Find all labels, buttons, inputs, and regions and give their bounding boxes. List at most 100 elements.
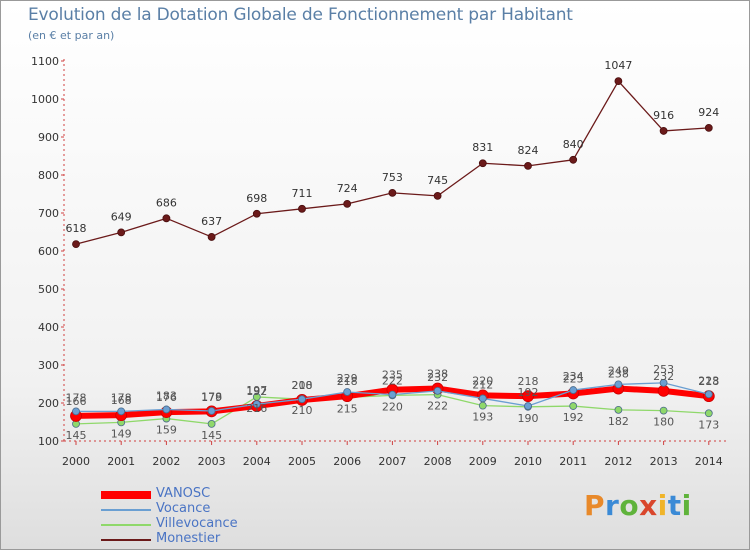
data-label-vocance: 178 [66,391,87,404]
x-tick-label: 2008 [424,455,452,468]
data-label-villevocance: 173 [698,418,719,431]
legend: VANOSC Vocance Villevocance Monestier [101,486,341,547]
data-point-vocance [117,407,126,416]
data-label-vocance: 178 [111,391,132,404]
data-point-villevocance [478,401,487,410]
data-point-monestier [72,240,80,249]
data-label-vocance: 229 [337,372,358,385]
data-label-monestier: 840 [563,138,584,151]
x-tick-label: 2010 [514,455,542,468]
legend-swatch [101,509,151,511]
y-tick-label: 400 [38,321,59,334]
data-point-vocance [252,400,261,409]
data-point-villevocance [207,419,216,428]
data-label-vanosc: 168 [111,394,132,407]
data-label-villevocance: 145 [201,429,222,442]
x-tick-label: 2014 [695,455,723,468]
data-label-villevocance: 159 [156,424,177,437]
data-label-vanosc: 225 [563,373,584,386]
x-tick-label: 2011 [559,455,587,468]
legend-swatch [101,524,151,526]
x-tick-label: 2013 [650,455,678,468]
data-label-vocance: 223 [698,374,719,387]
data-point-vocance [162,405,171,414]
data-label-villevocance: 193 [472,411,493,424]
data-label-villevocance: 149 [111,427,132,440]
chart-title: Evolution de la Dotation Globale de Fonc… [28,5,573,25]
data-label-villevocance: 182 [608,415,629,428]
x-tick-label: 2005 [288,455,316,468]
data-point-monestier [478,159,487,168]
data-label-monestier: 924 [698,106,719,119]
x-tick-label: 2002 [152,455,180,468]
logo-letter: P [584,489,606,522]
logo-letter: o [619,489,640,522]
data-label-vanosc: 238 [608,368,629,381]
data-label-villevocance: 190 [518,412,539,425]
data-point-villevocance [704,409,713,418]
chart-subtitle: (en € et par an) [28,29,115,42]
x-tick-label: 2003 [198,455,226,468]
y-tick-label: 600 [38,245,59,258]
x-tick-label: 2009 [469,455,497,468]
data-label-vanosc: 178 [201,390,222,403]
x-tick-label: 2007 [378,455,406,468]
legend-item-villevocance: Villevocance [101,516,341,532]
legend-item-vocance: Vocance [101,501,341,517]
data-label-monestier: 711 [292,187,313,200]
data-label-vanosc: 232 [653,370,674,383]
data-label-vanosc: 192 [246,385,267,398]
data-label-vocance: 183 [156,389,177,402]
data-label-villevocance: 220 [382,400,403,413]
y-tick-label: 700 [38,207,59,220]
data-point-vanosc [522,390,534,403]
data-label-vanosc: 220 [472,374,493,387]
data-point-villevocance [569,402,578,410]
data-point-vocance [343,388,352,396]
data-label-vanosc: 218 [337,375,358,388]
data-point-monestier [614,77,623,86]
data-label-monestier: 724 [337,182,358,195]
x-tick-label: 2004 [243,455,271,468]
data-label-villevocance: 145 [66,429,87,442]
data-label-monestier: 916 [653,109,674,122]
data-label-vocance: 253 [653,363,674,376]
data-point-vocance [659,378,668,387]
y-tick-label: 100 [38,435,59,448]
data-label-villevocance: 216 [246,402,267,415]
legend-swatch [101,539,151,541]
data-label-monestier: 745 [427,174,448,187]
x-tick-label: 2012 [604,455,632,468]
y-tick-label: 1100 [31,55,59,68]
data-label-vocance: 249 [608,364,629,377]
series-line-monestier [75,80,709,245]
y-tick-label: 800 [38,169,59,182]
data-point-monestier [659,127,668,135]
logo-letter: i [657,489,668,522]
x-tick-label: 2001 [107,455,135,468]
logo-letter: i [681,489,692,522]
data-point-monestier [162,214,171,223]
data-label-vocance: 232 [427,371,448,384]
data-label-monestier: 637 [201,215,222,228]
legend-swatch [101,491,151,499]
y-tick-label: 900 [38,131,59,144]
data-label-vanosc: 218 [698,375,719,388]
data-label-vocance: 179 [201,391,222,404]
data-label-vanosc: 208 [292,379,313,392]
data-point-vocance [704,390,713,399]
data-label-villevocance: 222 [427,400,448,413]
data-label-monestier: 649 [111,210,132,223]
legend-label: VANOSC [156,486,211,501]
data-point-monestier [704,123,713,132]
data-label-monestier: 1047 [604,59,632,72]
data-point-vocance [569,386,578,394]
data-point-monestier [298,204,306,213]
data-point-monestier [117,228,126,237]
data-label-villevocance: 180 [653,416,674,429]
data-label-villevocance: 215 [337,402,358,415]
data-label-vanosc: 218 [518,375,539,388]
data-point-vocance [207,407,216,415]
legend-label: Vocance [156,501,211,516]
data-label-vocance: 222 [382,375,403,388]
